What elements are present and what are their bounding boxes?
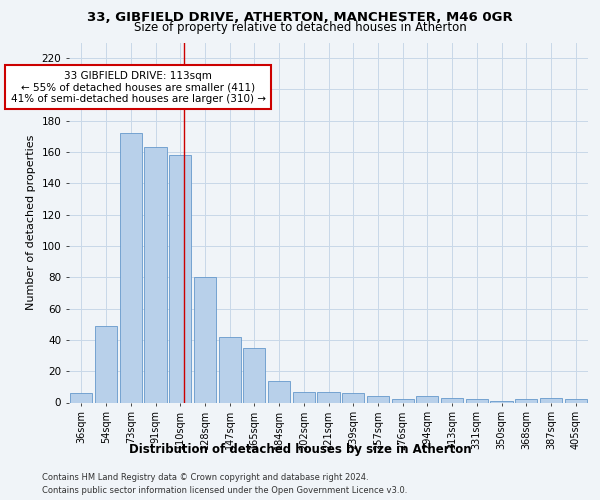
Bar — [441, 398, 463, 402]
Text: 33 GIBFIELD DRIVE: 113sqm
← 55% of detached houses are smaller (411)
41% of semi: 33 GIBFIELD DRIVE: 113sqm ← 55% of detac… — [11, 70, 266, 104]
Bar — [515, 400, 538, 402]
Bar — [317, 392, 340, 402]
Bar — [95, 326, 117, 402]
Text: 33, GIBFIELD DRIVE, ATHERTON, MANCHESTER, M46 0GR: 33, GIBFIELD DRIVE, ATHERTON, MANCHESTER… — [87, 11, 513, 24]
Bar — [194, 278, 216, 402]
Y-axis label: Number of detached properties: Number of detached properties — [26, 135, 36, 310]
Bar — [169, 155, 191, 402]
Bar — [293, 392, 315, 402]
Text: Distribution of detached houses by size in Atherton: Distribution of detached houses by size … — [128, 442, 472, 456]
Text: Contains HM Land Registry data © Crown copyright and database right 2024.: Contains HM Land Registry data © Crown c… — [42, 472, 368, 482]
Bar — [70, 393, 92, 402]
Bar — [392, 400, 414, 402]
Bar — [119, 134, 142, 402]
Bar — [466, 400, 488, 402]
Bar — [218, 337, 241, 402]
Text: Size of property relative to detached houses in Atherton: Size of property relative to detached ho… — [134, 22, 466, 35]
Text: Contains public sector information licensed under the Open Government Licence v3: Contains public sector information licen… — [42, 486, 407, 495]
Bar — [540, 398, 562, 402]
Bar — [416, 396, 439, 402]
Bar — [342, 393, 364, 402]
Bar — [268, 380, 290, 402]
Bar — [490, 401, 512, 402]
Bar — [145, 148, 167, 402]
Bar — [243, 348, 265, 403]
Bar — [565, 400, 587, 402]
Bar — [367, 396, 389, 402]
